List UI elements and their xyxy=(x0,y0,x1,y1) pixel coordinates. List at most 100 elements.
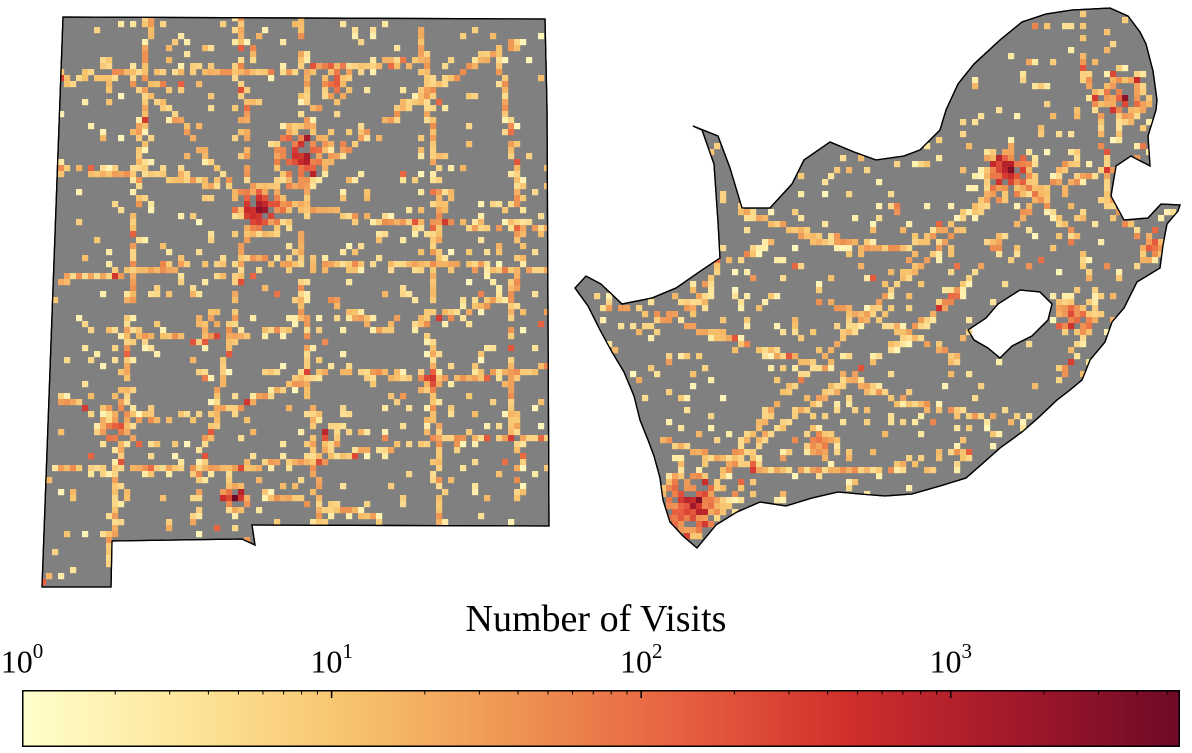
visit-density-cell xyxy=(202,339,209,346)
visit-density-cell xyxy=(460,315,467,322)
visit-density-cell xyxy=(370,327,377,334)
visit-density-cell xyxy=(436,483,443,490)
visit-density-cell xyxy=(442,261,449,268)
visit-density-cell xyxy=(532,471,539,478)
visit-density-cell xyxy=(154,441,161,448)
visit-density-cell xyxy=(280,495,287,502)
visit-density-cell xyxy=(334,207,341,214)
visit-density-cell xyxy=(184,441,191,448)
visit-density-cell xyxy=(678,467,685,474)
visit-density-cell xyxy=(130,465,137,472)
visit-density-cell xyxy=(250,51,257,58)
visit-density-cell xyxy=(804,407,811,414)
visit-density-cell xyxy=(364,63,371,70)
visit-density-cell xyxy=(346,147,353,154)
visit-density-cell xyxy=(1020,179,1027,186)
visit-density-cell xyxy=(442,207,449,214)
visit-density-cell xyxy=(930,317,937,324)
visit-density-cell xyxy=(304,369,311,376)
visit-density-cell xyxy=(732,497,739,504)
visit-density-cell xyxy=(852,377,859,384)
visit-density-cell xyxy=(906,257,913,264)
visit-density-cell xyxy=(738,437,745,444)
visit-density-cell xyxy=(160,243,167,250)
visit-density-cell xyxy=(112,69,119,76)
visit-density-cell xyxy=(508,117,515,124)
visit-density-cell xyxy=(418,315,425,322)
visit-density-cell xyxy=(208,309,215,316)
visit-density-cell xyxy=(226,327,233,334)
visit-density-cell xyxy=(678,473,685,480)
visit-density-cell xyxy=(936,341,943,348)
visit-density-cell xyxy=(286,183,293,190)
visit-density-cell xyxy=(490,399,497,406)
visit-density-cell xyxy=(298,459,305,466)
visit-density-cell xyxy=(708,491,715,498)
colorbar-gradient xyxy=(22,690,1180,747)
visit-density-cell xyxy=(160,327,167,334)
visit-density-cell xyxy=(130,213,137,220)
visit-density-cell xyxy=(118,429,125,436)
visit-density-cell xyxy=(208,159,215,166)
visit-density-cell xyxy=(94,465,101,472)
visit-density-cell xyxy=(214,183,221,190)
visit-density-cell xyxy=(1002,173,1009,180)
visit-density-cell xyxy=(340,63,347,70)
visit-density-cell xyxy=(738,461,745,468)
visit-density-cell xyxy=(202,453,209,460)
visit-density-cell xyxy=(1122,119,1129,126)
visit-density-cell xyxy=(702,293,709,300)
visit-density-cell xyxy=(232,513,239,520)
visit-density-cell xyxy=(88,465,95,472)
visit-density-cell xyxy=(250,219,257,226)
visit-density-cell xyxy=(118,171,125,178)
visit-density-cell xyxy=(172,441,179,448)
visit-density-cell xyxy=(1086,317,1093,324)
visit-density-cell xyxy=(984,149,991,156)
visit-density-cell xyxy=(232,189,239,196)
visit-density-cell xyxy=(768,239,775,246)
visit-density-cell xyxy=(484,267,491,274)
visit-density-cell xyxy=(1080,323,1087,330)
visit-density-cell xyxy=(430,393,437,400)
visit-density-cell xyxy=(310,405,317,412)
visit-density-cell xyxy=(1020,425,1027,432)
visit-density-cell xyxy=(394,369,401,376)
visit-density-cell xyxy=(696,449,703,456)
visit-density-cell xyxy=(1020,185,1027,192)
visit-density-cell xyxy=(166,87,173,94)
visit-density-cell xyxy=(196,447,203,454)
visit-density-cell xyxy=(340,195,347,202)
visit-density-cell xyxy=(232,339,239,346)
visit-density-cell xyxy=(520,459,527,466)
visit-density-cell xyxy=(334,99,341,106)
visit-density-cell xyxy=(876,473,883,480)
visit-density-cell xyxy=(918,413,925,420)
visit-density-cell xyxy=(436,495,443,502)
visit-density-cell xyxy=(256,207,263,214)
visit-density-cell xyxy=(376,519,383,526)
visit-density-cell xyxy=(936,257,943,264)
visit-density-cell xyxy=(822,239,829,246)
visit-density-cell xyxy=(660,437,667,444)
visit-density-cell xyxy=(106,81,113,88)
visit-density-cell xyxy=(466,249,473,256)
visit-density-cell xyxy=(984,419,991,426)
visit-density-cell xyxy=(618,323,625,330)
visit-density-cell xyxy=(726,497,733,504)
visit-density-cell xyxy=(684,353,691,360)
visit-density-cell xyxy=(918,323,925,330)
visit-density-cell xyxy=(400,501,407,508)
visit-density-cell xyxy=(118,273,125,280)
visit-density-cell xyxy=(1026,203,1033,210)
visit-density-cell xyxy=(298,261,305,268)
visit-density-cell xyxy=(262,231,269,238)
visit-density-cell xyxy=(286,159,293,166)
visit-density-cell xyxy=(166,465,173,472)
visit-density-cell xyxy=(846,455,853,462)
visit-density-cell xyxy=(406,291,413,298)
visit-density-cell xyxy=(846,191,853,198)
visit-density-cell xyxy=(472,93,479,100)
visit-density-cell xyxy=(972,173,979,180)
visit-density-cell xyxy=(70,489,77,496)
